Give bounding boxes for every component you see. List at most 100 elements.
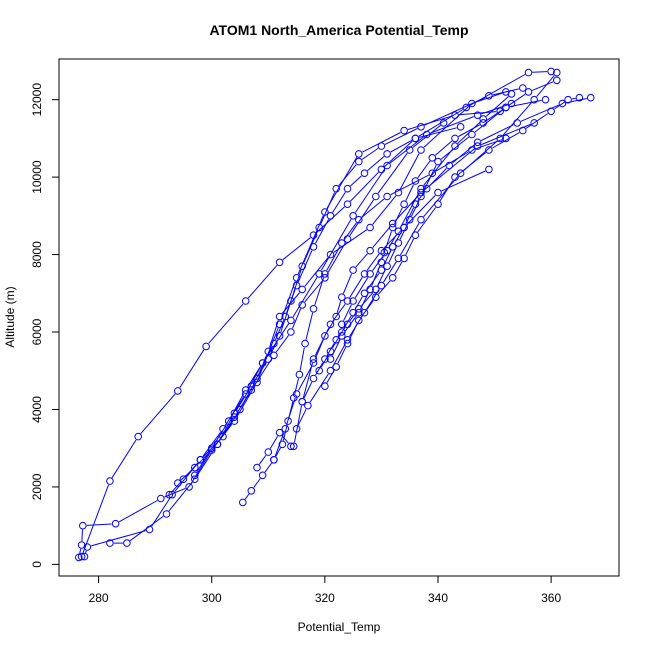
series-12-point: [445, 161, 454, 170]
series-4-point: [123, 539, 131, 547]
series-8-point: [295, 370, 304, 379]
y-tick-label: 2000: [30, 473, 44, 500]
series-13-segment: [394, 207, 403, 225]
series-16-point: [417, 215, 425, 224]
series-16-point: [377, 281, 386, 290]
series-11-point: [298, 397, 307, 406]
series-4-segment: [196, 447, 216, 477]
series-14-segment: [337, 346, 347, 364]
series-7-segment: [247, 366, 261, 387]
series-3-segment: [532, 71, 548, 73]
series-14-point: [575, 93, 584, 102]
series-10-point: [332, 312, 341, 321]
series-5-point: [253, 374, 261, 383]
series-7-point: [326, 212, 335, 220]
series-1-point: [496, 107, 505, 116]
series-10-segment: [314, 339, 324, 360]
series-9-point: [343, 297, 352, 305]
series-7-segment: [332, 191, 346, 213]
series-1-point: [355, 150, 363, 158]
series-14-segment: [571, 97, 576, 100]
series-2-segment: [90, 530, 146, 547]
series-13-segment: [417, 160, 431, 179]
series-4-segment: [412, 125, 441, 148]
series-3-segment: [208, 303, 244, 344]
series-6-point: [377, 142, 386, 150]
series-2-point: [349, 212, 357, 220]
series-13-point: [355, 308, 363, 317]
series-3-point: [106, 477, 114, 485]
series-1-point: [79, 521, 87, 530]
series-16-segment: [463, 140, 498, 171]
series-2-point: [145, 525, 154, 534]
series-8-segment: [390, 174, 430, 196]
series-11-point: [434, 157, 442, 166]
series-12-point: [422, 184, 431, 193]
series-12-point: [513, 119, 522, 127]
series-3-segment: [316, 206, 345, 233]
series-6-point: [332, 184, 341, 193]
y-tick-label: 12000: [30, 83, 44, 117]
series-5-point: [326, 250, 335, 259]
series-16-point: [394, 254, 403, 263]
series-2-segment: [430, 116, 474, 134]
series-10-point: [281, 425, 290, 433]
series-5-segment: [281, 292, 301, 314]
series-13-segment: [458, 124, 480, 137]
series-7-point: [411, 134, 420, 143]
series-1-segment: [81, 529, 83, 542]
series-11-point: [541, 95, 550, 104]
series-16-point: [496, 134, 505, 143]
series-14-segment: [492, 132, 520, 149]
series-13-segment: [360, 292, 369, 310]
series-12-segment: [429, 168, 447, 187]
series-9-point: [253, 463, 261, 472]
series-15-point: [338, 320, 346, 329]
series-14-point: [547, 107, 555, 116]
series-15-segment: [457, 121, 481, 144]
series-14-segment: [417, 207, 437, 233]
series-9-point: [264, 448, 273, 456]
series-15-segment: [399, 192, 420, 229]
series-7-segment: [350, 175, 362, 187]
series-7-point: [224, 417, 233, 425]
series-9-point: [289, 442, 298, 451]
series-9-segment: [302, 362, 313, 399]
series-2-segment: [354, 168, 386, 213]
series-3-point: [547, 67, 555, 76]
series-10-point: [388, 219, 397, 228]
chart-title: ATOM1 North_America Potential_Temp: [209, 22, 468, 38]
series-3-point: [524, 68, 533, 77]
series-13-segment: [331, 339, 341, 356]
series-16-segment: [331, 343, 347, 368]
series-2-point: [80, 552, 89, 561]
series-1-point: [157, 494, 165, 503]
series-13-point: [400, 200, 408, 208]
series-10-segment: [395, 195, 419, 221]
series-4-segment: [326, 242, 346, 275]
series-14-point: [343, 339, 352, 348]
series-15-segment: [354, 277, 369, 298]
y-tick-label: 4000: [30, 396, 44, 423]
series-13-point: [411, 177, 420, 185]
series-9-segment: [269, 435, 279, 449]
series-13-point: [366, 285, 374, 294]
series-15-point: [383, 246, 391, 255]
series-16-segment: [297, 408, 307, 426]
series-12-segment: [405, 207, 415, 225]
series-5-point: [298, 285, 307, 294]
series-5-point: [275, 312, 284, 321]
series-8-segment: [294, 378, 299, 395]
x-tick-label: 320: [315, 591, 335, 605]
series-10-segment: [286, 397, 296, 426]
x-axis-label: Potential_Temp: [298, 620, 381, 634]
y-tick-label: 8000: [30, 241, 44, 268]
series-3-segment: [282, 237, 311, 261]
series-12-segment: [354, 296, 363, 310]
series-6-segment: [361, 147, 379, 160]
series-5-point: [165, 490, 174, 499]
series-7-point: [383, 150, 391, 158]
series-14-point: [485, 146, 493, 154]
series-8-segment: [305, 312, 314, 340]
series-2-segment: [151, 497, 171, 527]
